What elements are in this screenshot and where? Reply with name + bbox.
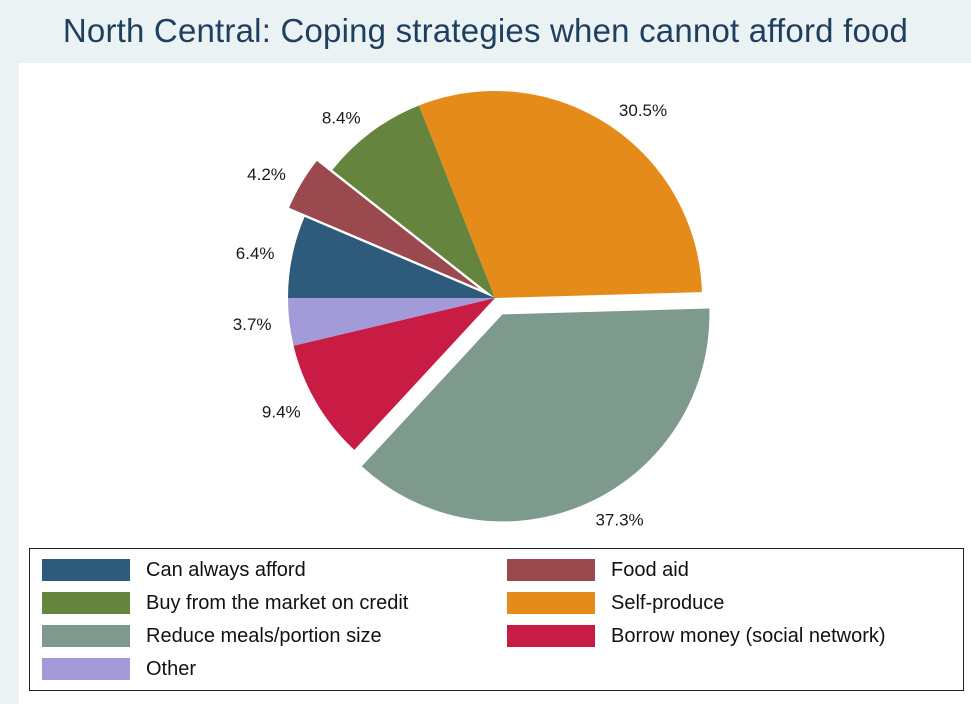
chart-title: North Central: Coping strategies when ca… [62, 12, 909, 49]
legend-area: Can always afford Food aid Buy from the ma… [19, 540, 971, 704]
legend-swatch-reduce-meals-portion-size [42, 625, 130, 647]
legend-label: Self-produce [611, 591, 725, 614]
legend-item-borrow-money-social-network: Borrow money (social network) [507, 623, 886, 649]
legend-swatch-borrow-money-social-network [507, 625, 595, 647]
legend-label: Food aid [611, 558, 689, 581]
slice-label-food-aid: 4.2% [247, 165, 286, 184]
legend-swatch-self-produce [507, 592, 595, 614]
legend-label: Borrow money (social network) [611, 624, 886, 647]
slice-label-reduce-meals-portion-size: 37.3% [595, 510, 643, 529]
pie-slice-can-always-afford [288, 216, 495, 298]
legend-item-self-produce: Self-produce [507, 590, 724, 616]
slice-label-can-always-afford: 6.4% [236, 244, 275, 263]
legend-item-buy-from-the-market-on-credit: Buy from the market on credit [42, 590, 408, 616]
pie-slice-buy-from-the-market-on-credit [332, 105, 495, 298]
legend-item-reduce-meals-portion-size: Reduce meals/portion size [42, 623, 382, 649]
pie-chart: 6.4% 4.2% 8.4% 30.5% 37.3% 9.4% 3.7% [233, 91, 710, 529]
pie-slice-reduce-meals-portion-size [361, 308, 710, 522]
slice-label-self-produce: 30.5% [619, 101, 667, 120]
legend-label: Can always afford [146, 558, 306, 581]
pie-slice-self-produce [419, 91, 702, 298]
pie-slice-borrow-money-social-network [293, 298, 495, 450]
legend-item-food-aid: Food aid [507, 557, 689, 583]
legend-label: Other [146, 657, 197, 680]
legend-swatch-food-aid [507, 559, 595, 581]
slice-label-buy-from-the-market-on-credit: 8.4% [322, 109, 361, 128]
legend-label: Reduce meals/portion size [146, 624, 382, 647]
legend-swatch-buy-from-the-market-on-credit [42, 592, 130, 614]
chart-legend: Can always afford Food aid Buy from the ma… [29, 548, 964, 691]
slice-label-borrow-money-social-network: 9.4% [262, 402, 301, 421]
legend-swatch-other [42, 658, 130, 680]
plot-area: 6.4% 4.2% 8.4% 30.5% 37.3% 9.4% 3.7% [19, 63, 971, 540]
slice-label-other: 3.7% [233, 315, 272, 334]
legend-item-other: Other [42, 656, 196, 682]
legend-swatch-can-always-afford [42, 559, 130, 581]
pie-slice-other [288, 298, 495, 346]
legend-label: Buy from the market on credit [146, 591, 409, 614]
pie-slice-food-aid [289, 160, 480, 289]
legend-item-can-always-afford: Can always afford [42, 557, 306, 583]
